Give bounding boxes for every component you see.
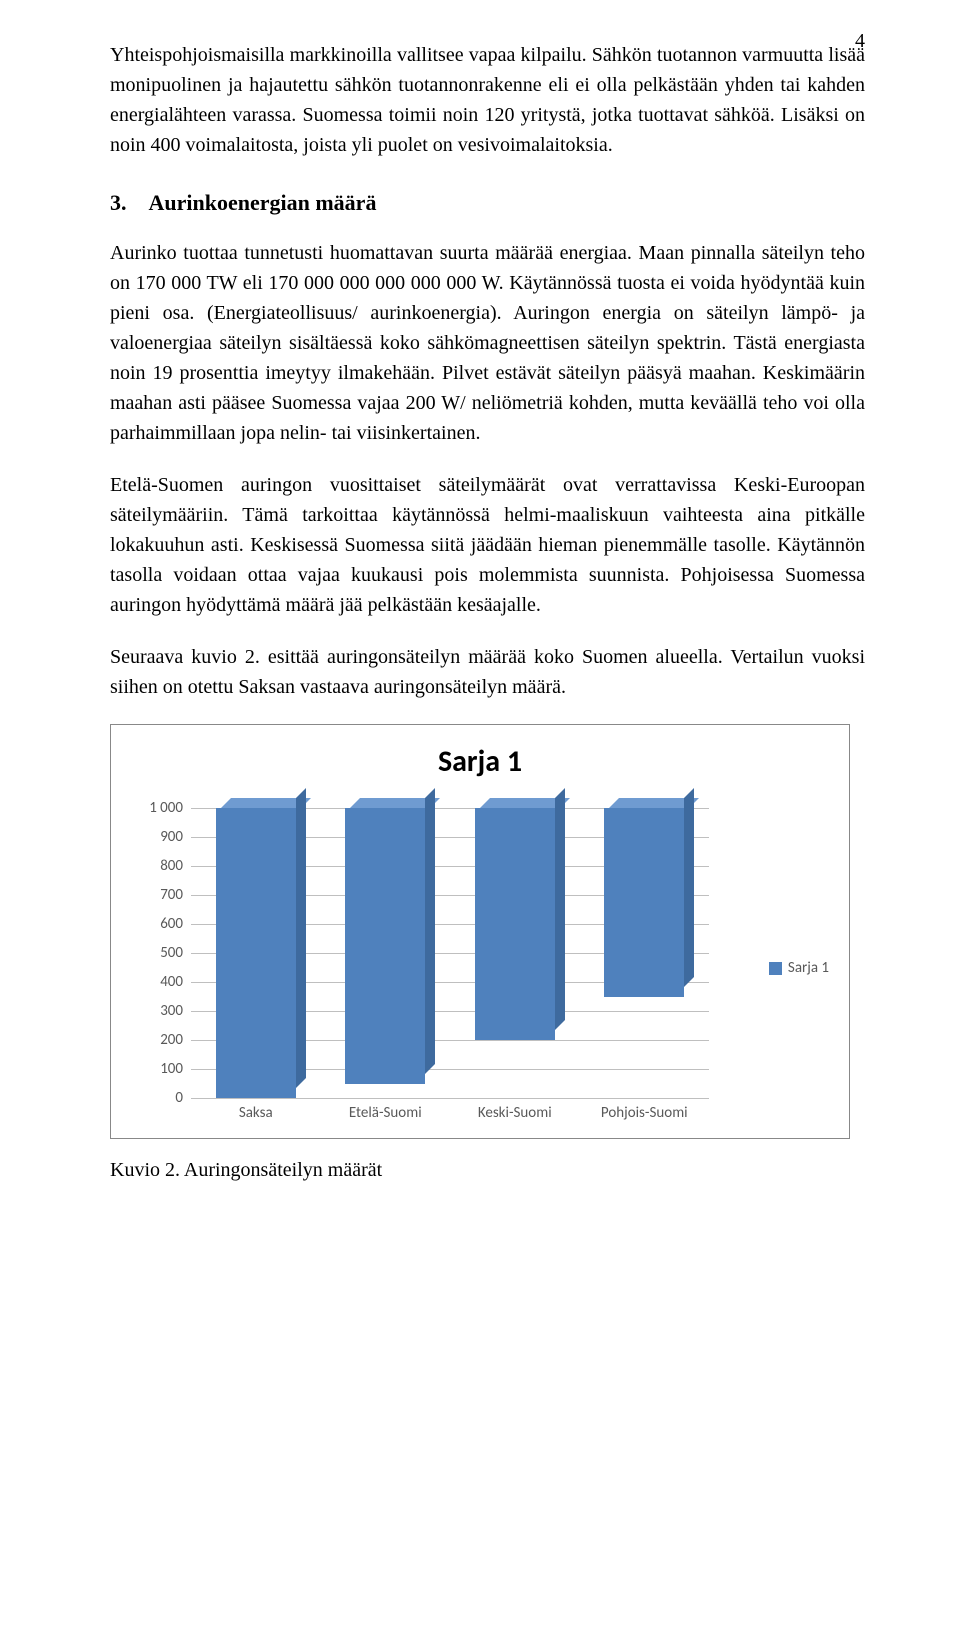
chart-bar <box>580 808 710 1098</box>
chart-ytick-label: 600 <box>160 915 183 933</box>
chart-xtick-label: Etelä-Suomi <box>321 1098 451 1122</box>
chart-ytick-label: 800 <box>160 857 183 875</box>
chart-ytick-label: 200 <box>160 1031 183 1049</box>
chart-ytick-label: 500 <box>160 944 183 962</box>
chart-legend: Sarja 1 <box>769 959 829 977</box>
legend-swatch <box>769 962 782 975</box>
chart-xtick-label: Keski-Suomi <box>450 1098 580 1122</box>
paragraph-4: Seuraava kuvio 2. esittää auringonsäteil… <box>110 642 865 702</box>
page-number: 4 <box>855 30 865 53</box>
chart-container: Sarja 1 01002003004005006007008009001 00… <box>110 724 850 1139</box>
chart-bar <box>191 808 321 1098</box>
document-page: 4 Yhteispohjoismaisilla markkinoilla val… <box>0 0 960 1212</box>
chart-x-axis: SaksaEtelä-SuomiKeski-SuomiPohjois-Suomi <box>191 1098 709 1122</box>
chart-ytick-label: 1 000 <box>149 799 183 817</box>
chart-ytick-label: 100 <box>160 1060 183 1078</box>
chart-bar <box>321 808 451 1098</box>
chart-body: 01002003004005006007008009001 000 SaksaE… <box>191 808 709 1128</box>
chart-ytick-label: 700 <box>160 886 183 904</box>
chart-ytick-label: 400 <box>160 973 183 991</box>
paragraph-1: Yhteispohjoismaisilla markkinoilla valli… <box>110 40 865 160</box>
chart-title: Sarja 1 <box>121 743 839 780</box>
chart-bars-row <box>191 808 709 1098</box>
paragraph-3: Etelä-Suomen auringon vuosittaiset sätei… <box>110 470 865 620</box>
chart-ytick-label: 900 <box>160 828 183 846</box>
figure-caption: Kuvio 2. Auringonsäteilyn määrät <box>110 1159 865 1182</box>
paragraph-2: Aurinko tuottaa tunnetusti huomattavan s… <box>110 238 865 448</box>
chart-bar <box>450 808 580 1098</box>
chart-xtick-label: Pohjois-Suomi <box>580 1098 710 1122</box>
legend-label: Sarja 1 <box>788 959 829 977</box>
chart-ytick-label: 300 <box>160 1002 183 1020</box>
chart-ytick-label: 0 <box>175 1089 183 1107</box>
section-title: 3. Aurinkoenergian määrä <box>110 190 865 216</box>
chart-xtick-label: Saksa <box>191 1098 321 1122</box>
